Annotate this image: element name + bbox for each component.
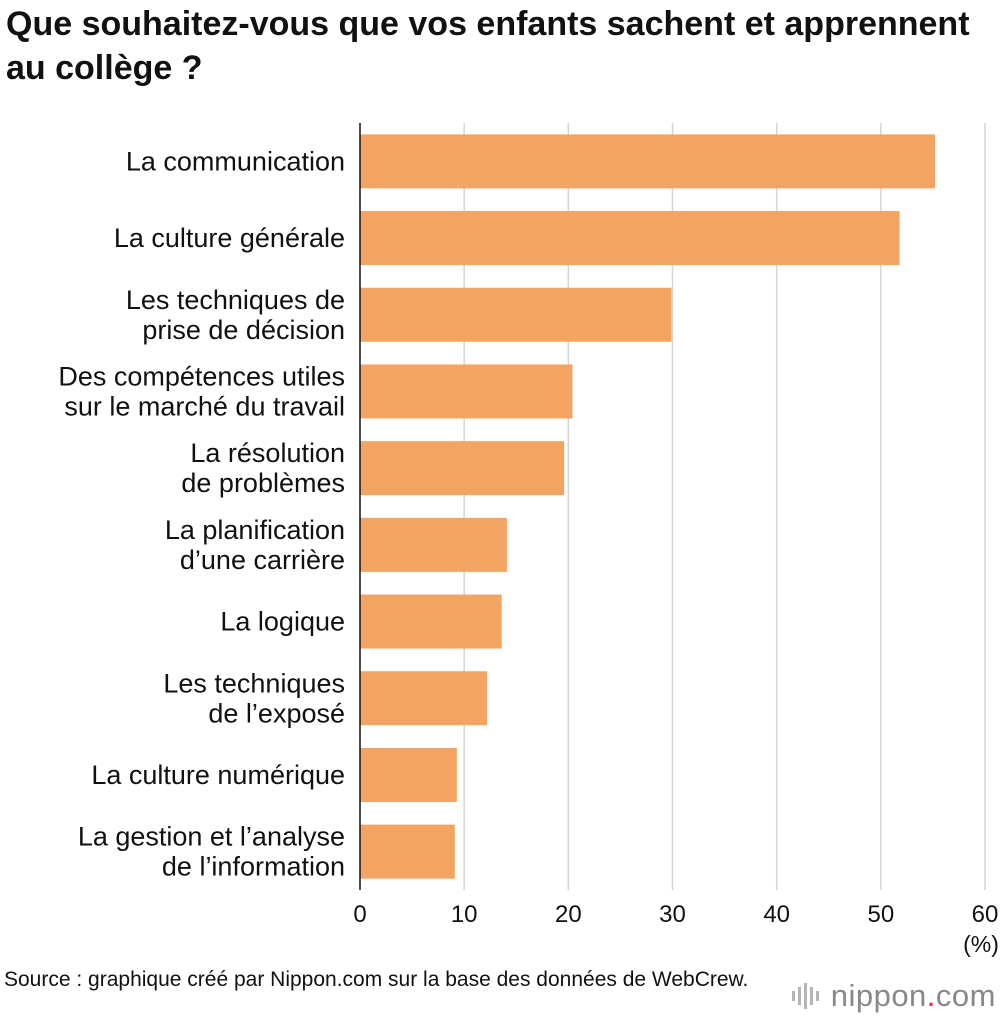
bar-4	[360, 441, 565, 496]
category-label-4: La résolution de problèmes	[181, 438, 345, 498]
category-label-2: Les techniques de prise de décision	[126, 285, 345, 345]
bar-5	[360, 517, 507, 572]
category-label-5: La planification d’une carrière	[165, 515, 345, 575]
x-axis-ticks: 0 10 20 30 40 50 60	[353, 901, 998, 928]
nippon-logo: nippon.com	[791, 978, 996, 1014]
x-tick-label-10: 10	[451, 901, 478, 928]
category-label-6: La logique	[220, 607, 345, 637]
x-tick-label-40: 40	[763, 901, 790, 928]
bar-9	[360, 824, 455, 879]
bar-8	[360, 747, 457, 802]
x-tick-label-50: 50	[867, 901, 894, 928]
bar-6	[360, 594, 502, 649]
logo-suffix: com	[935, 978, 996, 1013]
category-label-1: La culture générale	[114, 223, 345, 253]
category-label-7: Les techniques de l’exposé	[163, 668, 345, 728]
logo-dot: .	[926, 978, 936, 1013]
bar-7	[360, 671, 488, 726]
x-tick-label-0: 0	[353, 901, 366, 928]
x-tick-label-30: 30	[659, 901, 686, 928]
chart-title: Que souhaitez-vous que vos enfants sache…	[6, 5, 970, 87]
bars	[360, 134, 935, 879]
category-label-8: La culture numérique	[91, 760, 345, 790]
bar-2	[360, 287, 672, 342]
bar-chart: La communication La culture générale Les t…	[58, 123, 999, 957]
logo-name: nippon	[830, 978, 927, 1013]
bar-3	[360, 364, 573, 419]
category-label-3: Des compétences utiles sur le marché du t…	[58, 361, 345, 421]
x-tick-label-60: 60	[972, 901, 999, 928]
bar-0	[360, 134, 935, 189]
category-label-9: La gestion et l’analyse de l’information	[78, 822, 345, 882]
category-labels: La communication La culture générale Les t…	[58, 146, 345, 881]
bar-1	[360, 211, 900, 266]
x-axis-unit-label: (%)	[963, 931, 999, 957]
source-note: Source : graphique créé par Nippon.com s…	[4, 968, 749, 991]
logo-bars-icon	[791, 983, 819, 1009]
category-label-0: La communication	[126, 146, 345, 176]
x-tick-label-20: 20	[555, 901, 582, 928]
